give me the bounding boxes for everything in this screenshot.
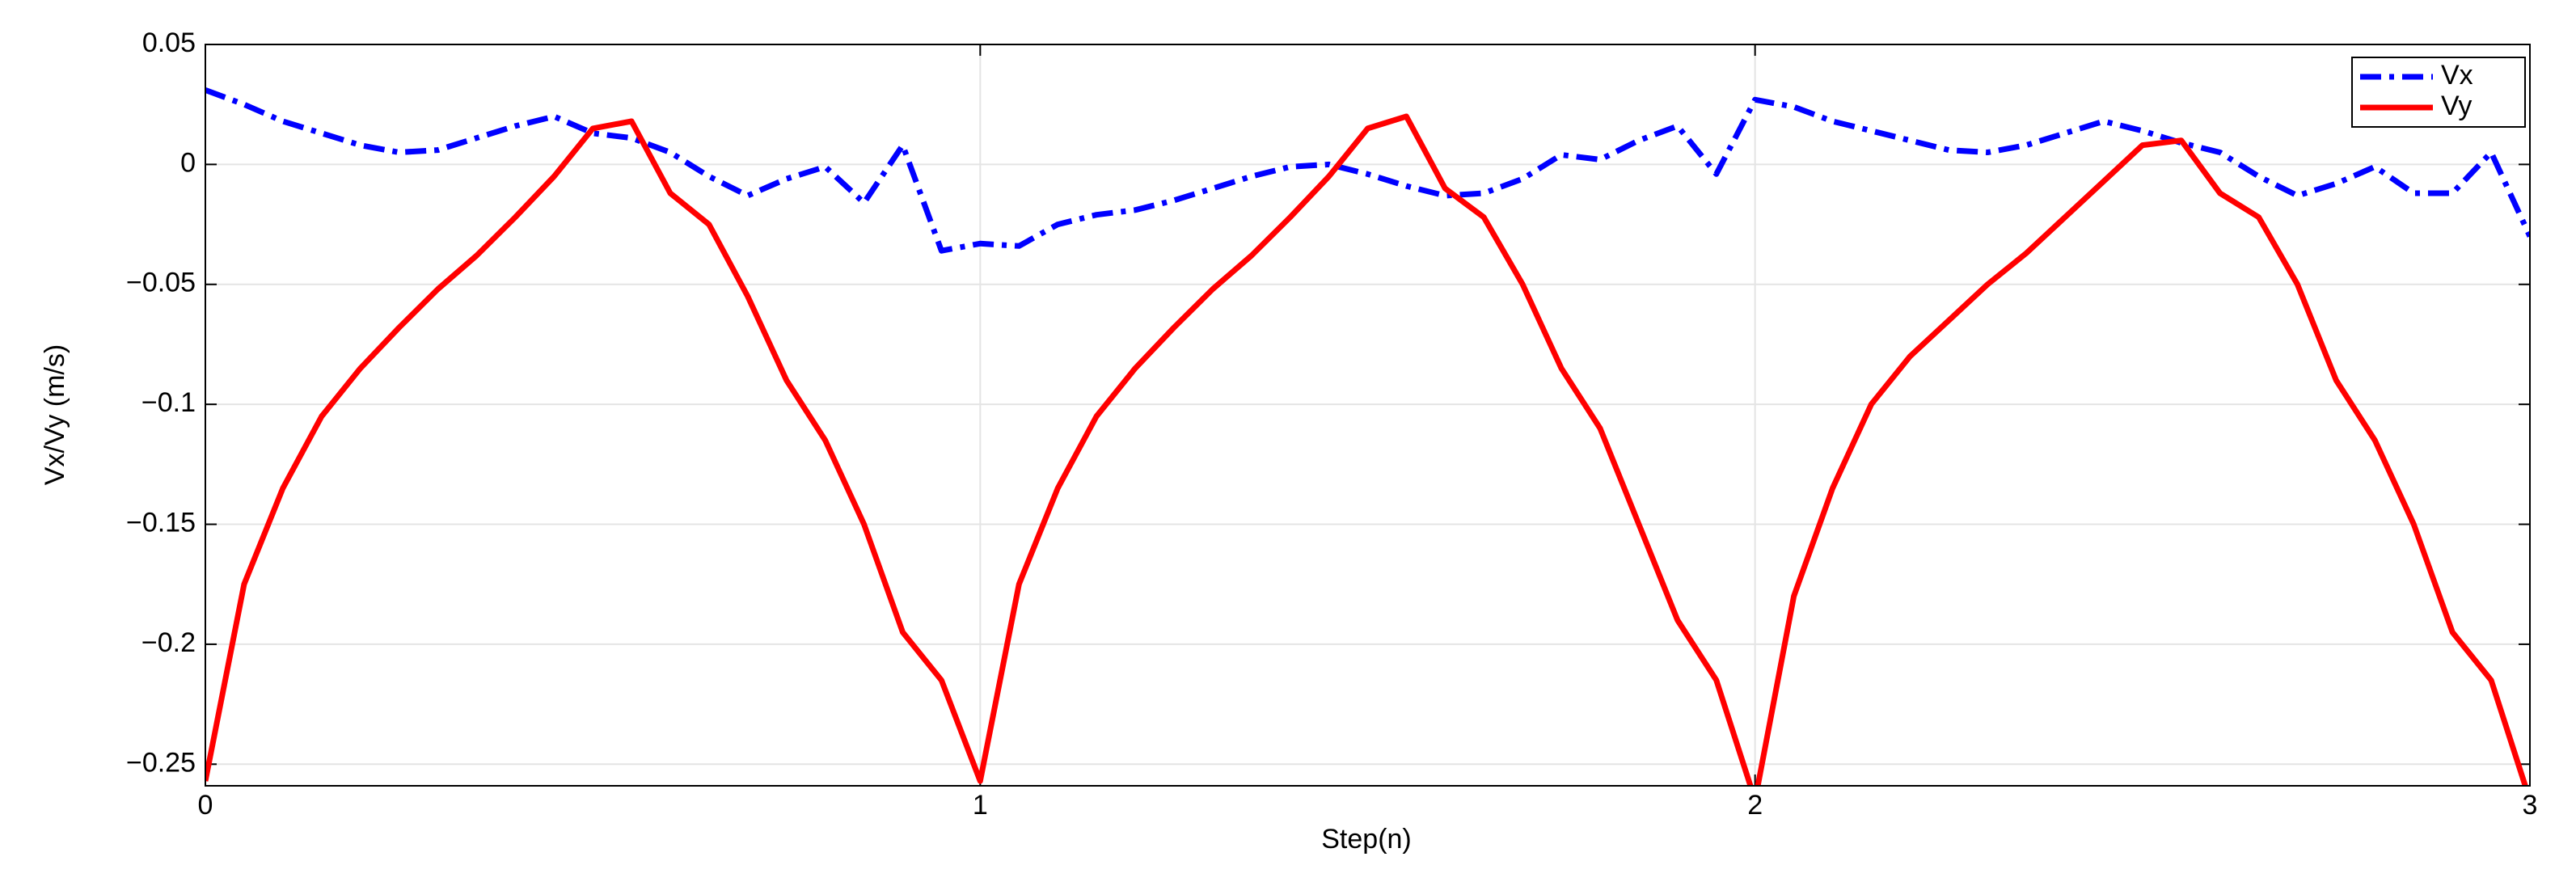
y-tick-label: 0 [180, 147, 196, 178]
axes-box [205, 44, 2531, 787]
y-tick-label: −0.1 [141, 387, 196, 418]
x-tick-label: 2 [1747, 790, 1763, 821]
y-tick-label: −0.2 [141, 627, 196, 658]
y-tick-label: −0.05 [126, 268, 196, 298]
plot-area [205, 87, 2530, 786]
x-tick-label: 1 [973, 790, 988, 821]
legend-label: Vy [2441, 91, 2472, 121]
series-line [205, 87, 2530, 254]
x-tick-label: 0 [198, 790, 213, 821]
y-axis-label: Vx/Vy (m/s) [40, 344, 70, 485]
x-axis-label: Step(n) [1321, 824, 1412, 855]
y-tick-label: −0.15 [126, 508, 196, 538]
legend-label: Vx [2441, 60, 2473, 91]
x-tick-label: 3 [2523, 790, 2538, 821]
y-tick-label: 0.05 [142, 27, 196, 58]
legend-box [2351, 57, 2526, 128]
series-line [205, 113, 2528, 786]
y-tick-label: −0.25 [126, 747, 196, 778]
